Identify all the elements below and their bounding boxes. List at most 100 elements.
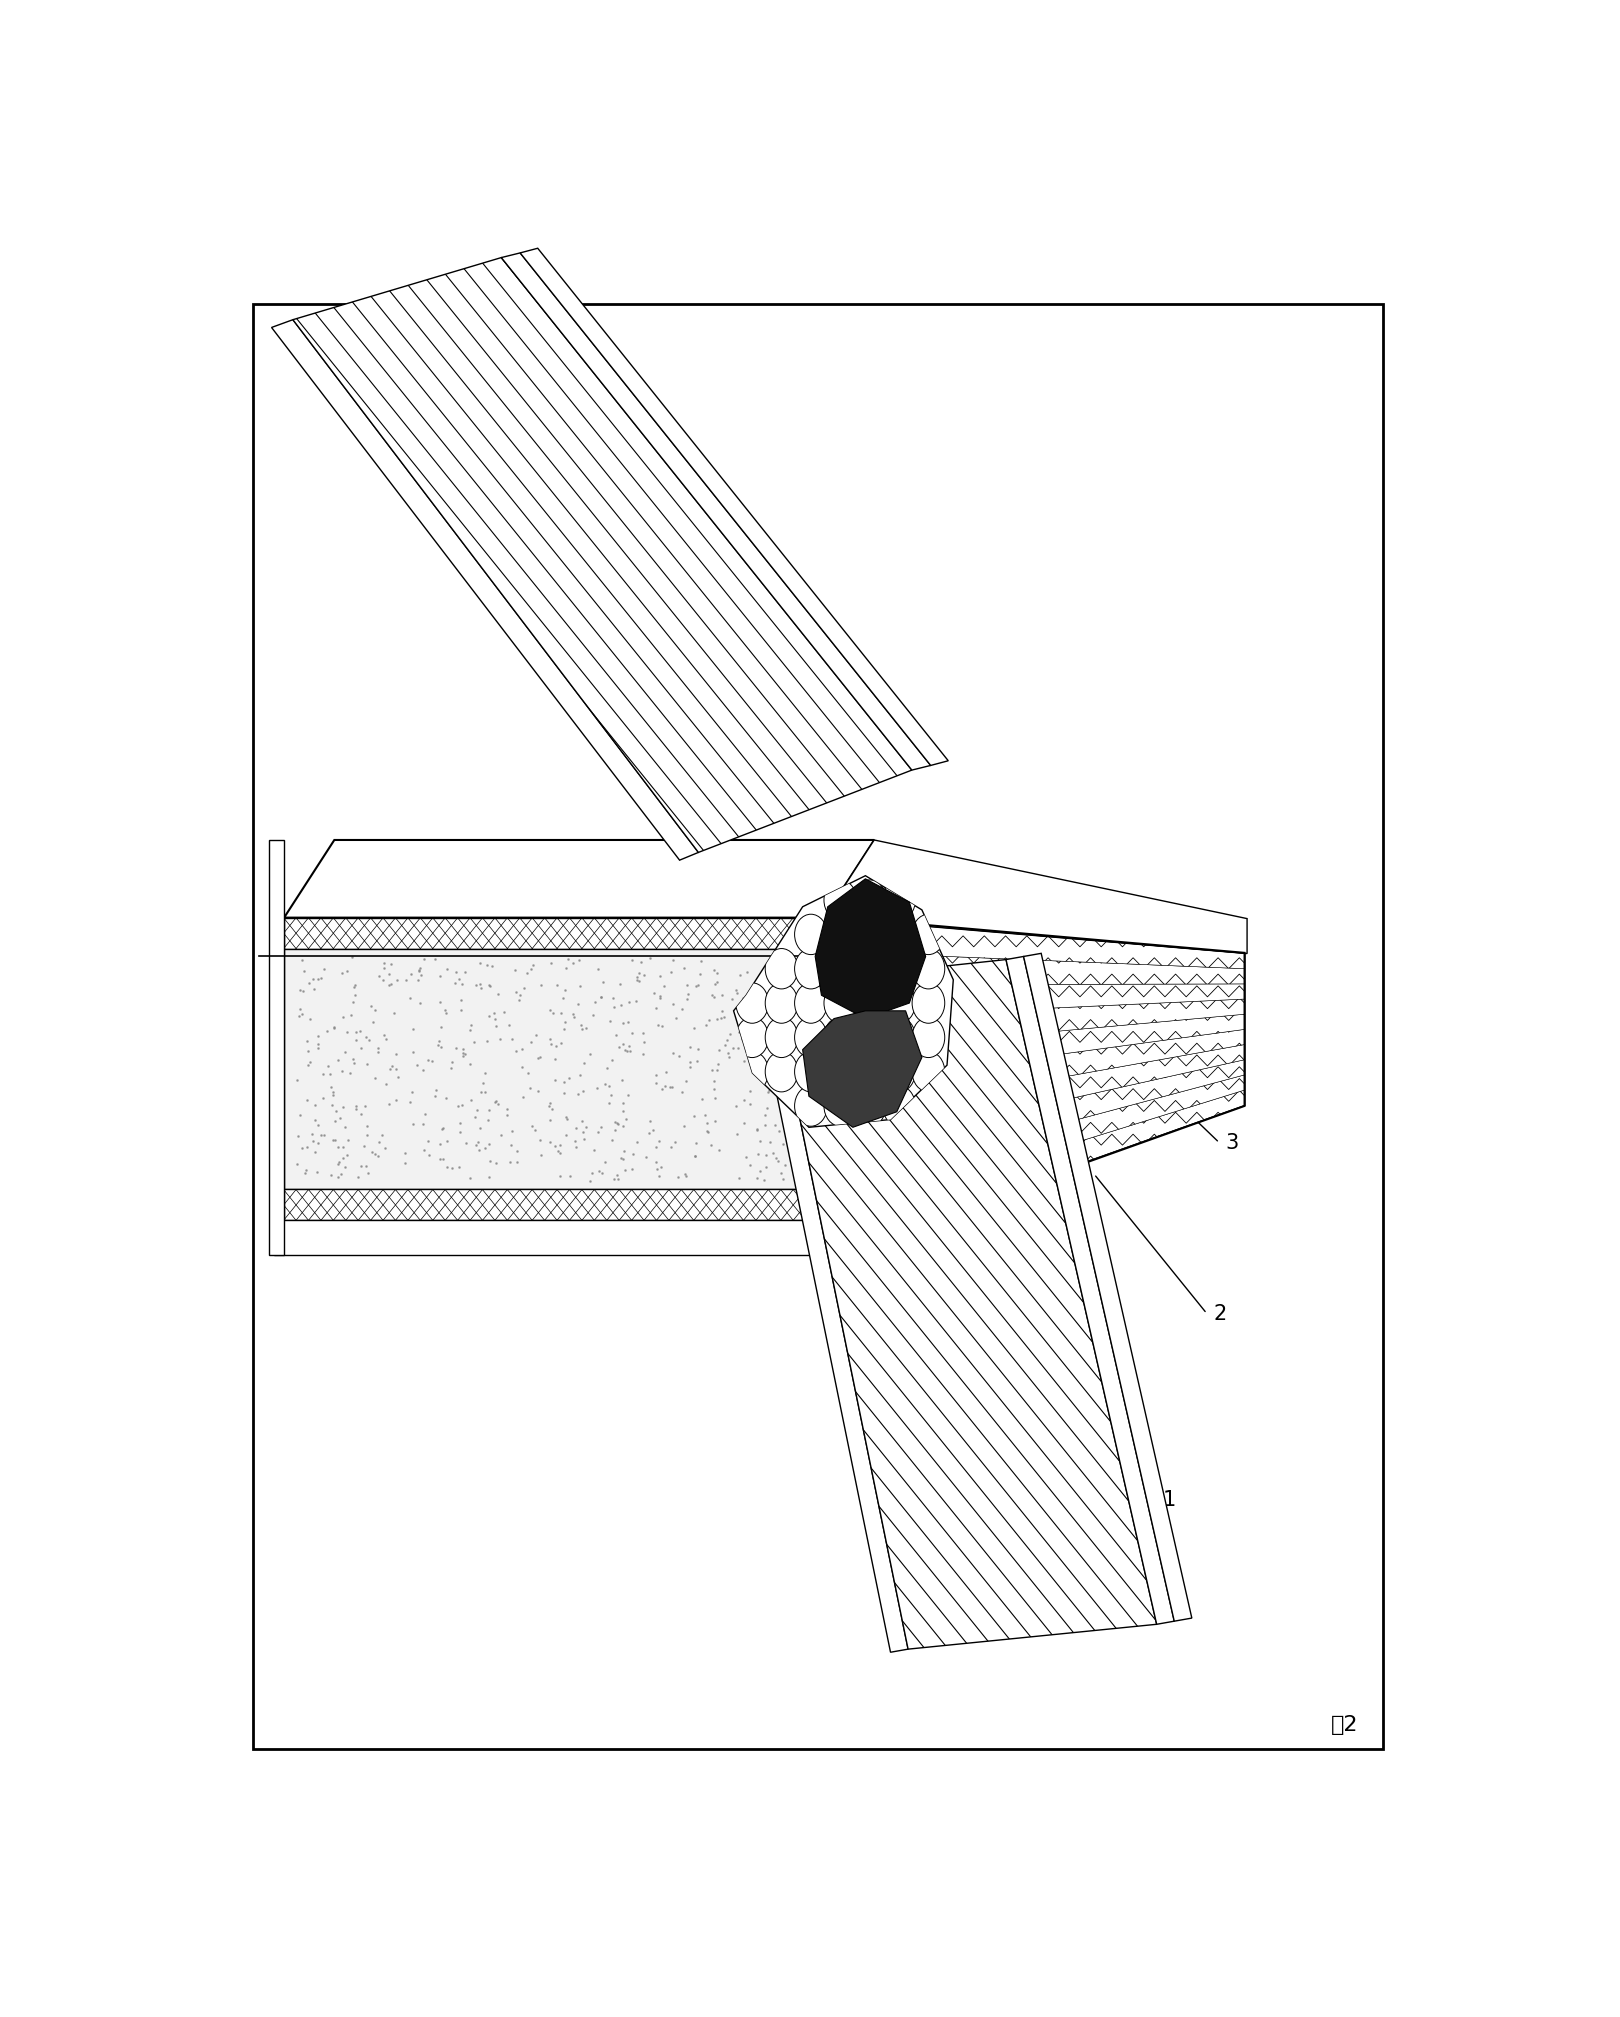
Point <box>786 986 812 1019</box>
Point <box>452 956 478 988</box>
Point <box>407 986 433 1019</box>
Point <box>518 954 544 986</box>
Circle shape <box>883 948 915 988</box>
Point <box>612 1103 638 1136</box>
Point <box>770 1033 795 1065</box>
Point <box>598 1079 624 1111</box>
Point <box>342 1091 368 1123</box>
Point <box>292 1156 318 1188</box>
Circle shape <box>825 1017 857 1057</box>
Point <box>737 1027 763 1059</box>
Point <box>577 1039 603 1071</box>
Circle shape <box>735 1051 768 1091</box>
Point <box>326 1045 352 1077</box>
Point <box>703 1002 729 1035</box>
Point <box>458 1085 484 1117</box>
Point <box>603 1105 629 1138</box>
Point <box>303 1136 329 1168</box>
Point <box>353 1150 379 1182</box>
Point <box>778 980 804 1013</box>
Point <box>327 1101 353 1134</box>
Point <box>650 1011 676 1043</box>
Point <box>706 1134 732 1166</box>
Point <box>488 1119 514 1152</box>
Point <box>651 1069 677 1101</box>
Point <box>582 1134 608 1166</box>
Circle shape <box>825 879 857 920</box>
Point <box>737 1075 763 1107</box>
Point <box>776 952 802 984</box>
Point <box>705 1053 731 1085</box>
Point <box>439 1045 465 1077</box>
Point <box>703 966 729 998</box>
Point <box>797 1069 823 1101</box>
Point <box>523 1019 549 1051</box>
Point <box>658 956 684 988</box>
Point <box>447 1107 473 1140</box>
Point <box>548 1160 573 1192</box>
Point <box>376 958 402 990</box>
Point <box>727 958 753 990</box>
Point <box>753 1152 779 1184</box>
Point <box>701 1065 727 1097</box>
Point <box>776 1103 802 1136</box>
Point <box>353 1021 379 1053</box>
Point <box>374 1067 400 1099</box>
Point <box>525 1075 551 1107</box>
Point <box>288 944 314 976</box>
Point <box>750 1061 776 1093</box>
Point <box>598 1004 624 1037</box>
Text: 4: 4 <box>1113 992 1126 1013</box>
Point <box>423 944 449 976</box>
Point <box>630 1039 656 1071</box>
Point <box>565 988 591 1021</box>
Polygon shape <box>825 1059 1244 1188</box>
Point <box>428 1142 454 1174</box>
Circle shape <box>854 914 886 954</box>
Text: 图2: 图2 <box>1332 1714 1359 1735</box>
Point <box>695 1115 721 1148</box>
Point <box>789 964 815 996</box>
Point <box>343 1017 369 1049</box>
Point <box>729 986 755 1019</box>
Point <box>522 1113 548 1146</box>
Point <box>536 1089 562 1121</box>
Point <box>646 1125 672 1158</box>
Point <box>562 1125 588 1158</box>
Point <box>593 1146 619 1178</box>
Point <box>470 1067 496 1099</box>
Point <box>570 1115 596 1148</box>
Point <box>290 974 316 1006</box>
Point <box>794 1105 820 1138</box>
Point <box>476 1093 502 1125</box>
Point <box>303 1089 329 1121</box>
Point <box>311 1119 337 1152</box>
Point <box>604 1162 630 1194</box>
Point <box>671 952 697 984</box>
Point <box>731 982 757 1015</box>
Point <box>460 1027 486 1059</box>
Point <box>392 1136 418 1168</box>
Point <box>778 1017 804 1049</box>
Point <box>682 1125 708 1158</box>
Point <box>614 1035 640 1067</box>
Circle shape <box>854 1051 886 1091</box>
Point <box>373 1132 399 1164</box>
Point <box>695 1107 721 1140</box>
Point <box>397 1085 423 1117</box>
Point <box>295 1025 321 1057</box>
Point <box>661 1037 687 1069</box>
Point <box>782 1053 808 1085</box>
Point <box>337 1057 363 1089</box>
Point <box>616 1079 642 1111</box>
Point <box>457 1162 483 1194</box>
Point <box>778 1069 804 1101</box>
Point <box>360 1136 386 1168</box>
Point <box>552 974 578 1006</box>
Point <box>734 956 760 988</box>
Point <box>499 1115 525 1148</box>
Point <box>363 994 389 1027</box>
Point <box>559 998 585 1031</box>
Point <box>507 978 533 1011</box>
Point <box>329 1158 355 1190</box>
